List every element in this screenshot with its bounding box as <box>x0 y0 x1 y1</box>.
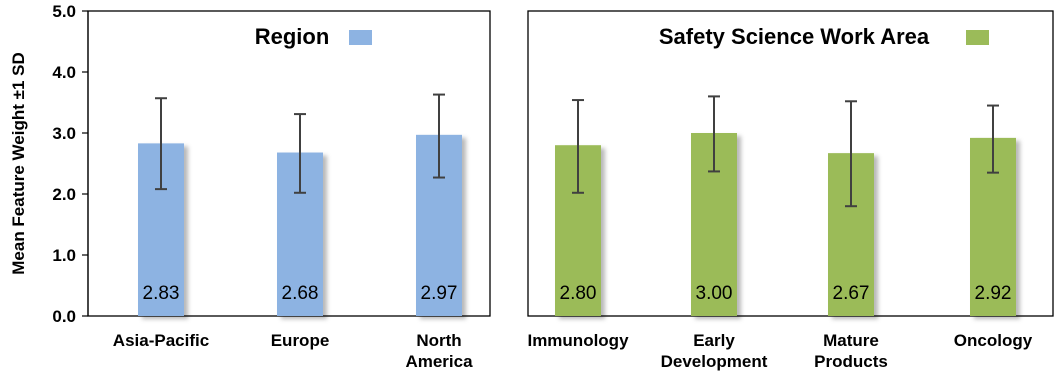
y-tick-label: 5.0 <box>52 2 76 21</box>
category-label: Europe <box>271 331 330 350</box>
category-label: North America <box>405 331 473 371</box>
category-label: Mature Products <box>814 331 888 371</box>
data-label: 2.92 <box>975 283 1012 304</box>
data-label: 3.00 <box>696 283 733 304</box>
y-tick-label: 2.0 <box>52 185 76 204</box>
data-label: 2.83 <box>143 283 180 304</box>
data-label: 2.68 <box>282 283 319 304</box>
panel-title: Safety Science Work Area <box>659 24 930 49</box>
data-label: 2.67 <box>833 283 870 304</box>
panel-frame <box>527 10 1054 317</box>
y-tick-label: 0.0 <box>52 307 76 326</box>
y-tick-label: 4.0 <box>52 63 76 82</box>
category-label: Immunology <box>527 331 629 350</box>
y-axis-label: Mean Feature Weight ±1 SD <box>9 52 28 275</box>
y-tick-label: 1.0 <box>52 246 76 265</box>
panel-title: Region <box>255 24 330 49</box>
legend-swatch <box>966 30 989 45</box>
category-label: Oncology <box>954 331 1033 350</box>
legend-swatch <box>349 30 372 45</box>
data-label: 2.97 <box>421 283 458 304</box>
category-label: Early Development <box>661 331 768 371</box>
data-label: 2.80 <box>560 283 597 304</box>
y-tick-label: 3.0 <box>52 124 76 143</box>
category-label: Asia-Pacific <box>113 331 209 350</box>
